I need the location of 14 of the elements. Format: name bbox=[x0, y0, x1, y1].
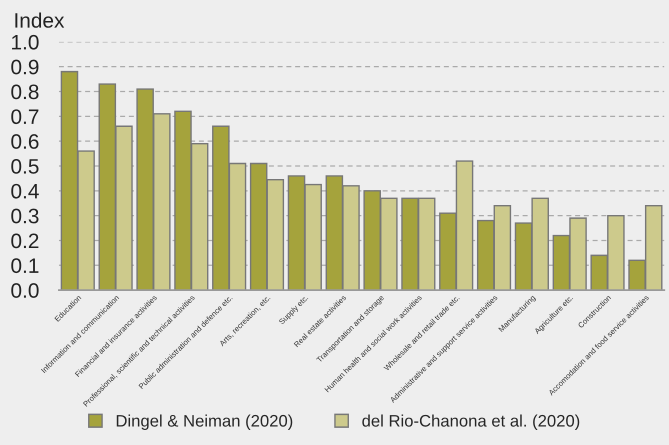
y-tick-label: 0.7 bbox=[11, 109, 38, 124]
y-tick-label: 0.3 bbox=[11, 208, 39, 224]
y-tick-label: 0.8 bbox=[11, 84, 39, 100]
legend-label: Dingel & Neiman (2020) bbox=[116, 414, 292, 430]
y-tick-label: 0.0 bbox=[11, 283, 39, 298]
y-tick-label: 0.5 bbox=[11, 158, 39, 174]
y-tick-label: 0.2 bbox=[11, 233, 38, 248]
y-axis-title: Index bbox=[15, 12, 64, 28]
legend-label: del Rio-Chanona et al. (2020) bbox=[362, 414, 580, 430]
y-tick-label: 0.1 bbox=[11, 258, 38, 274]
y-tick-label: 0.4 bbox=[11, 184, 39, 199]
y-tick-label: 0.9 bbox=[11, 60, 38, 74]
y-tick-label: 0.6 bbox=[11, 134, 39, 149]
y-tick-label: 1.0 bbox=[12, 34, 39, 50]
